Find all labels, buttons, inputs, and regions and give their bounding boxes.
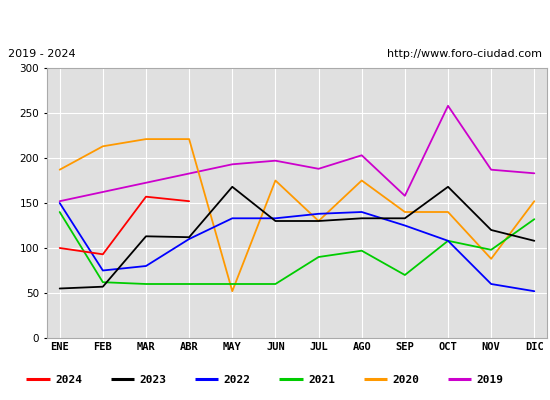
Text: 2020: 2020: [392, 375, 419, 385]
Text: http://www.foro-ciudad.com: http://www.foro-ciudad.com: [387, 49, 542, 59]
Text: 2023: 2023: [139, 375, 166, 385]
Text: 2019: 2019: [476, 375, 504, 385]
Text: 2021: 2021: [308, 375, 335, 385]
Text: 2022: 2022: [223, 375, 251, 385]
Text: 2019 - 2024: 2019 - 2024: [8, 49, 76, 59]
Text: Evolucion Nº Turistas Extranjeros en el municipio de Santpedor: Evolucion Nº Turistas Extranjeros en el …: [65, 16, 485, 29]
Text: 2024: 2024: [55, 375, 82, 385]
